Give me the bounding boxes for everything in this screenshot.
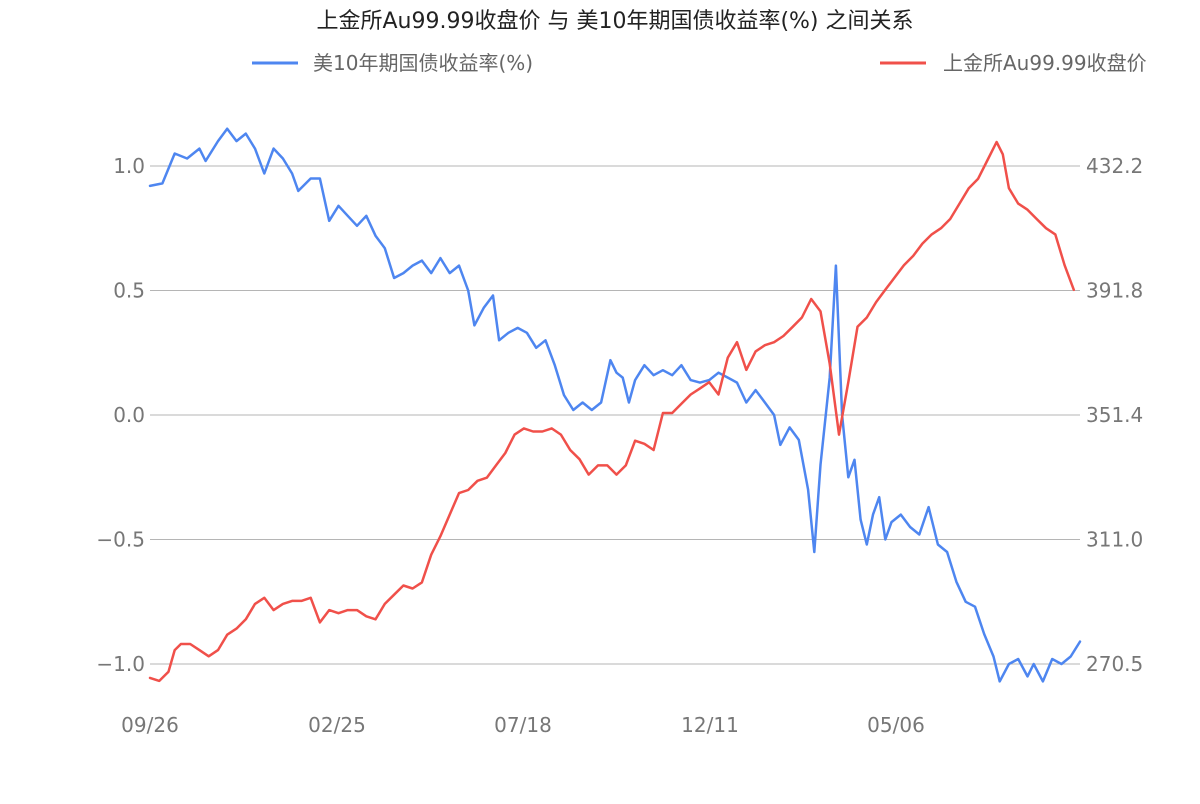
x-axis-ticks: 09/26 02/25 07/18 12/11 05/06	[121, 713, 925, 737]
y-left-tick-label: 0.5	[113, 279, 145, 303]
y-left-tick-label: 1.0	[113, 154, 145, 178]
x-tick-label: 09/26	[121, 713, 179, 737]
series-layer	[148, 127, 1082, 683]
x-tick-label: 05/06	[867, 713, 925, 737]
y-left-axis-ticks: 1.0 0.5 0.0 −0.5 −1.0	[96, 154, 145, 676]
y-left-tick-label: −0.5	[96, 528, 145, 552]
x-tick-label: 07/18	[494, 713, 552, 737]
y-right-tick-label: 391.8	[1086, 278, 1143, 302]
y-right-tick-label: 311.0	[1086, 527, 1143, 551]
y-right-axis-ticks: 432.2 391.8 351.4 311.0 270.5	[1086, 154, 1143, 676]
chart-title: 上金所Au99.99收盘价 与 美10年期国债收益率(%) 之间关系	[316, 9, 913, 34]
series-line-yield	[148, 127, 1082, 683]
legend-label-gold: 上金所Au99.99收盘价	[943, 51, 1147, 75]
legend: 美10年期国债收益率(%) 上金所Au99.99收盘价	[252, 51, 1147, 75]
y-left-tick-label: 0.0	[113, 403, 145, 427]
y-right-tick-label: 351.4	[1086, 403, 1143, 427]
series-line-gold	[148, 140, 1076, 683]
y-left-tick-label: −1.0	[96, 652, 145, 676]
y-right-tick-label: 432.2	[1086, 154, 1143, 178]
legend-label-yield: 美10年期国债收益率(%)	[313, 51, 533, 75]
grid-lines	[150, 165, 1080, 665]
x-tick-label: 12/11	[681, 713, 739, 737]
y-right-tick-label: 270.5	[1086, 652, 1143, 676]
x-tick-label: 02/25	[308, 713, 366, 737]
